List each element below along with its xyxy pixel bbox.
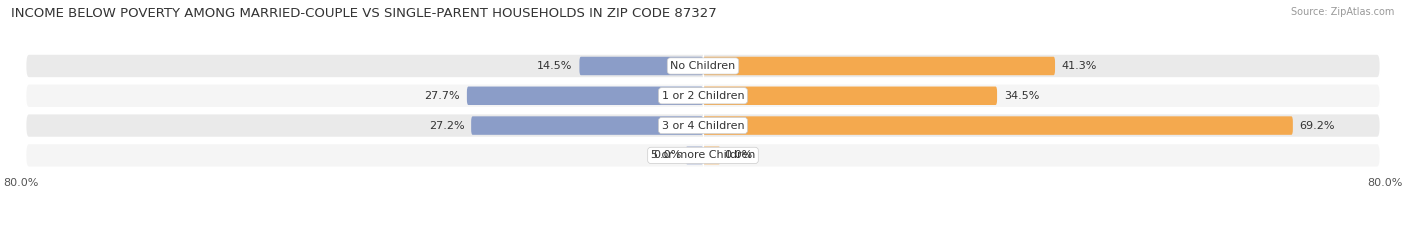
Text: 5 or more Children: 5 or more Children [651, 150, 755, 160]
FancyBboxPatch shape [467, 86, 703, 105]
Text: 0.0%: 0.0% [654, 150, 682, 160]
Text: 69.2%: 69.2% [1299, 120, 1336, 130]
Text: 34.5%: 34.5% [1004, 91, 1039, 101]
Legend: Married Couples, Single Parents: Married Couples, Single Parents [593, 230, 813, 233]
Text: 1 or 2 Children: 1 or 2 Children [662, 91, 744, 101]
Text: Source: ZipAtlas.com: Source: ZipAtlas.com [1291, 7, 1395, 17]
FancyBboxPatch shape [25, 54, 1381, 78]
Text: 27.2%: 27.2% [429, 120, 464, 130]
FancyBboxPatch shape [25, 143, 1381, 168]
FancyBboxPatch shape [703, 116, 1294, 135]
FancyBboxPatch shape [471, 116, 703, 135]
FancyBboxPatch shape [703, 86, 997, 105]
Text: 41.3%: 41.3% [1062, 61, 1097, 71]
Text: No Children: No Children [671, 61, 735, 71]
FancyBboxPatch shape [703, 146, 720, 165]
Text: 27.7%: 27.7% [425, 91, 460, 101]
Text: 0.0%: 0.0% [724, 150, 752, 160]
FancyBboxPatch shape [703, 57, 1054, 75]
FancyBboxPatch shape [579, 57, 703, 75]
FancyBboxPatch shape [25, 84, 1381, 108]
FancyBboxPatch shape [686, 146, 703, 165]
Text: 14.5%: 14.5% [537, 61, 572, 71]
FancyBboxPatch shape [25, 113, 1381, 138]
Text: INCOME BELOW POVERTY AMONG MARRIED-COUPLE VS SINGLE-PARENT HOUSEHOLDS IN ZIP COD: INCOME BELOW POVERTY AMONG MARRIED-COUPL… [11, 7, 717, 20]
Text: 3 or 4 Children: 3 or 4 Children [662, 120, 744, 130]
